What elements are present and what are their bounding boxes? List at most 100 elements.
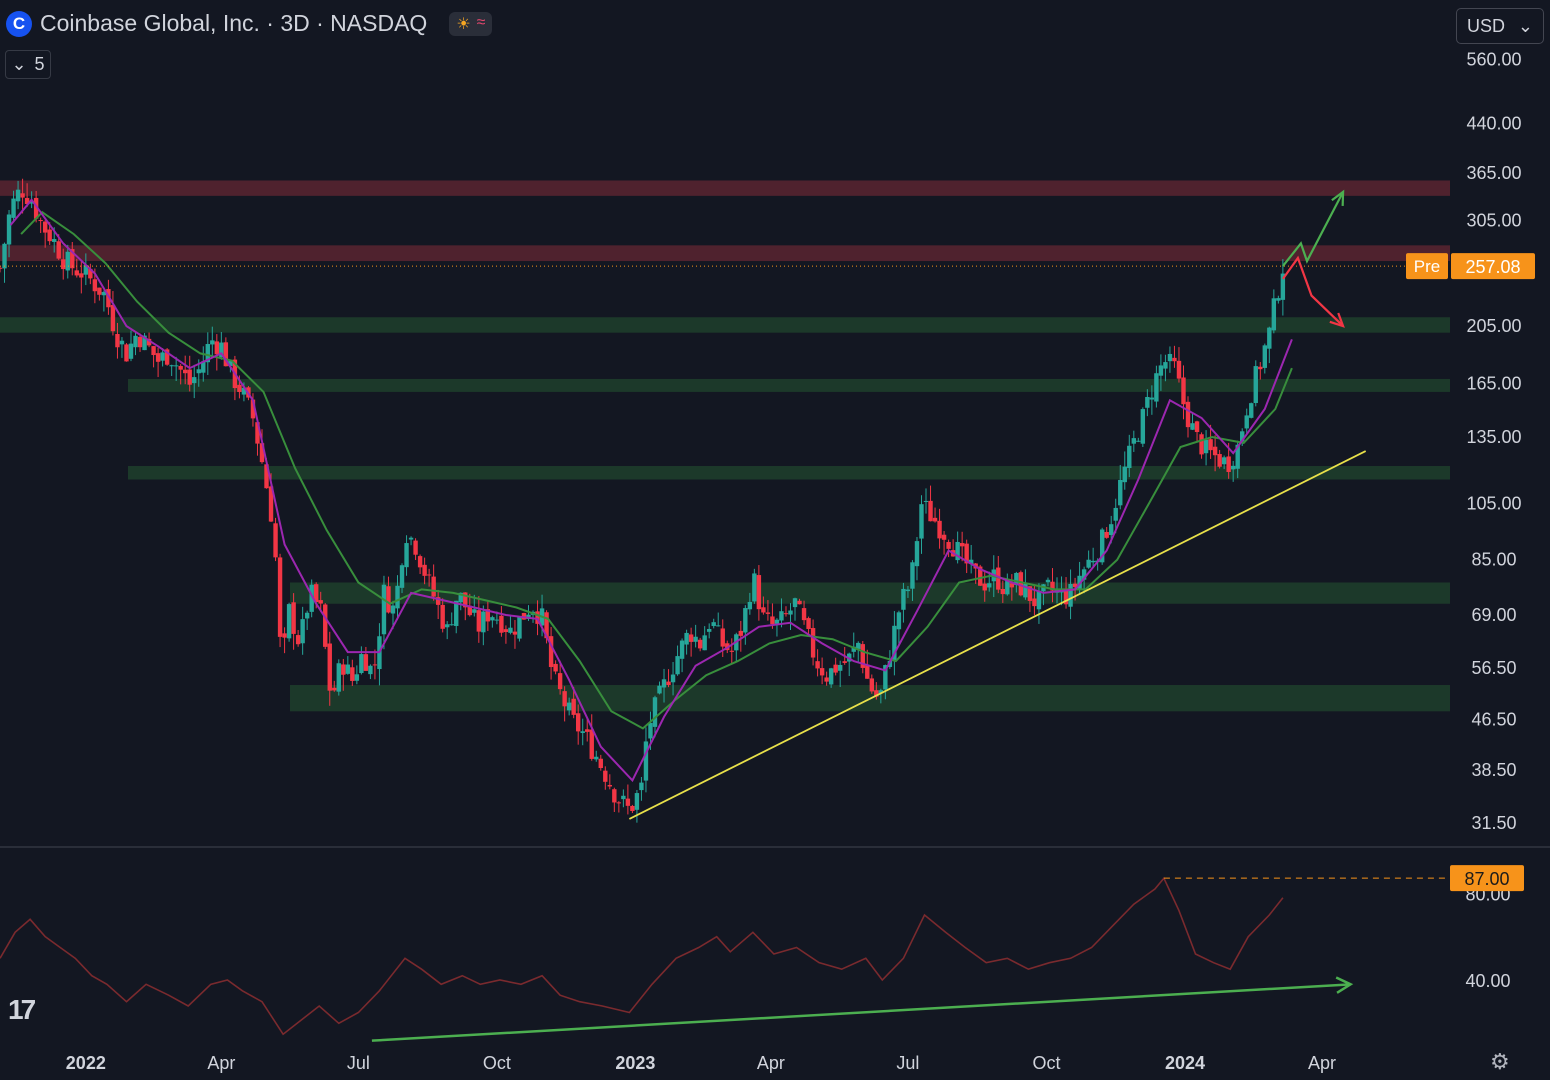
candle <box>408 536 414 546</box>
candle <box>1018 570 1024 597</box>
candle <box>300 606 305 655</box>
candle <box>603 766 608 790</box>
candle <box>792 597 798 621</box>
candle-body <box>779 611 784 621</box>
candle <box>304 610 310 630</box>
candle-body <box>499 615 504 633</box>
symbol-title: Coinbase Global, Inc. · 3D · NASDAQ <box>40 10 428 36</box>
candle <box>932 507 938 523</box>
candle-body <box>1249 403 1254 418</box>
candle-body <box>1276 298 1281 301</box>
candle <box>422 557 427 585</box>
candle <box>941 531 947 555</box>
candle <box>205 332 210 375</box>
candle <box>747 592 753 615</box>
candle-body <box>214 341 220 355</box>
candle-body <box>476 610 482 632</box>
session-badge[interactable]: ☀ ≈ <box>449 11 493 36</box>
candle-body <box>792 598 798 608</box>
candle <box>1258 362 1263 380</box>
tradingview-logo-icon[interactable]: 17 <box>8 994 36 1025</box>
candle-body <box>133 335 138 348</box>
candle-body <box>381 584 387 635</box>
candle <box>824 671 829 686</box>
candle-body <box>1181 377 1186 405</box>
candle <box>413 538 418 561</box>
candle-body <box>860 644 865 668</box>
gear-icon[interactable]: ⚙ <box>1490 1049 1510 1074</box>
projection-down-arrow <box>1282 255 1345 328</box>
indicators-toggle-button[interactable]: ⌄ 5 <box>5 50 51 79</box>
candle <box>702 626 707 651</box>
candle-body <box>1036 590 1042 610</box>
wave-icon: ≈ <box>476 13 486 31</box>
time-tick-label: Apr <box>1308 1053 1336 1073</box>
candle <box>101 290 107 312</box>
candle-body <box>33 197 39 219</box>
candle-body <box>435 597 441 605</box>
candle <box>345 656 351 675</box>
candle <box>79 260 84 294</box>
candle <box>585 718 590 742</box>
candle-body <box>97 287 102 295</box>
candle-body <box>738 630 744 636</box>
candle <box>1194 420 1200 443</box>
candle-body <box>684 632 689 645</box>
symbol-header[interactable]: C Coinbase Global, Inc. · 3D · NASDAQ ☀ … <box>6 10 493 37</box>
candle <box>1158 354 1164 391</box>
candle <box>1009 574 1015 601</box>
candle <box>806 616 811 635</box>
candle-body <box>88 268 93 279</box>
price-tick-label: 560.00 <box>1466 50 1521 70</box>
candle-body <box>1163 362 1168 369</box>
candle <box>1276 295 1281 304</box>
candle <box>97 287 102 301</box>
candle <box>679 638 685 673</box>
time-tick-label: Jul <box>896 1053 919 1073</box>
ema-slow-line <box>20 210 1293 730</box>
candle <box>607 774 613 790</box>
candle <box>1005 573 1010 596</box>
candle-body <box>1240 431 1245 442</box>
candle <box>815 649 820 677</box>
candle <box>819 657 825 685</box>
candle-body <box>92 279 98 292</box>
candle-body <box>350 667 355 681</box>
candle <box>277 553 283 648</box>
candle-body <box>720 628 725 647</box>
candle-body <box>160 352 165 361</box>
candle <box>752 568 757 604</box>
candle-body <box>679 640 685 659</box>
axes-layer: 560.00 440.00 365.00 305.00 205.00 165.00 135.… <box>66 50 1535 1073</box>
candle-body <box>607 784 613 787</box>
candle-body <box>467 605 472 616</box>
candle-body <box>693 636 698 642</box>
candle <box>11 190 16 222</box>
candle-body <box>494 619 500 621</box>
candle <box>341 658 346 691</box>
candle-body <box>79 273 84 278</box>
rsi-tick-label: 40.00 <box>1465 971 1510 991</box>
support-zone <box>290 582 1450 604</box>
currency-selector[interactable]: USD ⌄ <box>1456 8 1544 44</box>
candle <box>1181 365 1186 420</box>
candle <box>38 217 43 233</box>
candle-body <box>300 619 305 644</box>
candle-body <box>1122 466 1127 483</box>
candle-body <box>706 628 712 632</box>
candle <box>155 347 161 378</box>
candle-body <box>449 624 454 626</box>
candle-body <box>119 340 125 345</box>
candle <box>327 631 332 706</box>
candle-body <box>65 251 70 271</box>
candle-body <box>810 628 816 658</box>
candle-body <box>666 681 671 686</box>
candle-body <box>327 643 332 691</box>
candle-body <box>408 537 414 540</box>
candle <box>684 629 689 655</box>
candle-body <box>359 654 364 674</box>
candle-body <box>1136 440 1141 442</box>
candle-body <box>372 664 378 666</box>
candle <box>499 606 504 637</box>
